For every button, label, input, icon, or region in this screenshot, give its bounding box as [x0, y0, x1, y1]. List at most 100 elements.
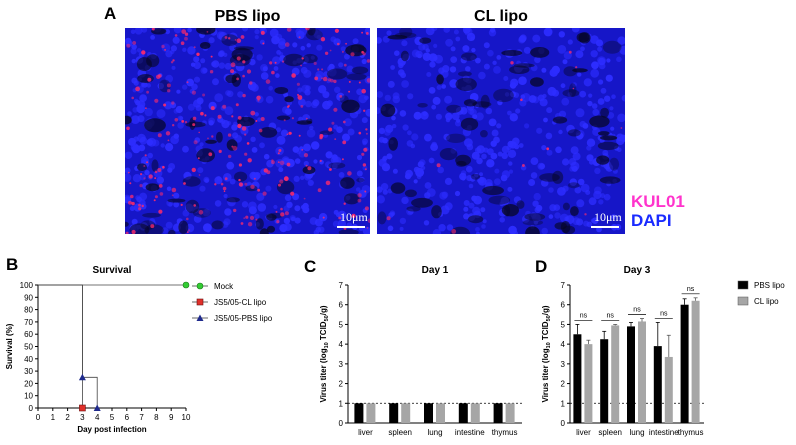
- bar: [664, 356, 673, 423]
- kul01-signal: [247, 222, 253, 227]
- series-marker: [78, 373, 86, 381]
- dapi-nucleus: [157, 82, 164, 90]
- dapi-nucleus: [583, 78, 592, 87]
- dapi-nucleus: [507, 186, 513, 192]
- kul01-signal: [286, 162, 291, 167]
- image-title-cl-lipo: CL lipo: [474, 8, 528, 25]
- dapi-nucleus: [220, 118, 226, 125]
- y-tick-label: 60: [24, 330, 33, 339]
- dapi-nucleus: [585, 190, 591, 195]
- dark-region: [167, 198, 186, 203]
- kul01-signal: [278, 149, 282, 152]
- dapi-nucleus: [425, 48, 430, 53]
- dapi-nucleus: [605, 74, 613, 82]
- dapi-nucleus: [340, 46, 346, 52]
- dapi-nucleus: [591, 61, 599, 70]
- dark-region: [350, 43, 365, 53]
- kul01-signal: [303, 153, 309, 158]
- dapi-nucleus: [284, 223, 292, 232]
- kul01-signal: [211, 135, 214, 138]
- dark-region: [530, 47, 550, 58]
- kul01-signal: [246, 69, 252, 74]
- kul01-signal: [192, 123, 196, 127]
- significance-label: ns: [606, 312, 614, 319]
- kul01-signal: [362, 52, 366, 56]
- kul01-signal: [131, 96, 134, 100]
- dapi-nucleus: [487, 49, 494, 57]
- dapi-nucleus: [437, 166, 444, 174]
- dapi-nucleus: [508, 161, 513, 166]
- dapi-nucleus: [170, 45, 177, 52]
- kul01-signal: [325, 180, 331, 186]
- y-tick-label: 20: [24, 379, 33, 388]
- dapi-nucleus: [471, 151, 480, 160]
- dapi-nucleus: [577, 178, 585, 186]
- dapi-nucleus: [469, 108, 477, 116]
- y-tick-label: 0: [561, 419, 566, 428]
- dapi-nucleus: [173, 192, 180, 199]
- bar: [627, 326, 635, 423]
- y-tick-label: 90: [24, 293, 33, 302]
- kul01-signal: [283, 176, 289, 182]
- dapi-nucleus: [441, 191, 449, 199]
- dapi-nucleus: [377, 91, 384, 98]
- dark-region: [145, 183, 160, 192]
- dapi-nucleus: [463, 200, 470, 206]
- dapi-nucleus: [392, 95, 401, 104]
- dapi-nucleus: [386, 153, 393, 160]
- dark-region: [136, 57, 152, 72]
- kul01-signal: [230, 69, 235, 74]
- y-tick-label: 6: [561, 301, 566, 310]
- dapi-nucleus: [361, 117, 368, 124]
- dark-region: [211, 220, 224, 230]
- bar: [389, 403, 399, 423]
- kul01-signal: [143, 177, 146, 180]
- kul01-signal: [224, 177, 228, 181]
- dark-region: [151, 28, 167, 35]
- dapi-nucleus: [432, 229, 442, 234]
- dapi-nucleus: [540, 179, 549, 187]
- dapi-nucleus: [431, 104, 437, 110]
- y-tick-label: 80: [24, 306, 33, 315]
- dapi-nucleus: [237, 91, 244, 98]
- dapi-nucleus: [306, 128, 316, 138]
- dark-region: [480, 130, 488, 138]
- dark-region: [237, 116, 255, 127]
- dark-region: [199, 42, 211, 49]
- dark-region: [234, 171, 248, 182]
- y-tick-label: 3: [339, 360, 344, 369]
- dapi-nucleus: [338, 62, 344, 68]
- kul01-signal: [350, 52, 355, 57]
- dapi-nucleus: [204, 208, 209, 213]
- dapi-nucleus: [610, 126, 615, 131]
- dapi-nucleus: [591, 217, 599, 224]
- kul01-signal: [129, 182, 132, 185]
- kul01-signal: [193, 46, 196, 49]
- dark-region: [142, 212, 161, 218]
- dapi-nucleus: [541, 227, 548, 234]
- dapi-nucleus: [292, 42, 298, 48]
- dapi-nucleus: [254, 213, 260, 219]
- dark-region: [274, 87, 289, 94]
- dapi-nucleus: [385, 124, 394, 133]
- dapi-nucleus: [284, 108, 292, 115]
- bar: [493, 403, 503, 423]
- legend-marker: [196, 298, 204, 306]
- dapi-nucleus: [265, 185, 272, 192]
- dapi-nucleus: [468, 202, 475, 209]
- dapi-nucleus: [256, 54, 263, 61]
- dapi-nucleus: [579, 120, 587, 128]
- dapi-nucleus: [398, 62, 404, 69]
- dapi-nucleus: [541, 67, 547, 73]
- dapi-nucleus: [300, 175, 305, 180]
- dapi-nucleus: [534, 56, 541, 64]
- kul01-signal: [329, 49, 332, 52]
- dapi-nucleus: [182, 84, 188, 90]
- dapi-nucleus: [558, 129, 563, 135]
- dapi-nucleus: [407, 130, 412, 136]
- dapi-nucleus: [182, 145, 189, 153]
- dapi-nucleus: [210, 61, 217, 67]
- kul01-signal: [171, 187, 177, 193]
- kul01-signal: [358, 131, 362, 135]
- dapi-nucleus: [569, 178, 578, 186]
